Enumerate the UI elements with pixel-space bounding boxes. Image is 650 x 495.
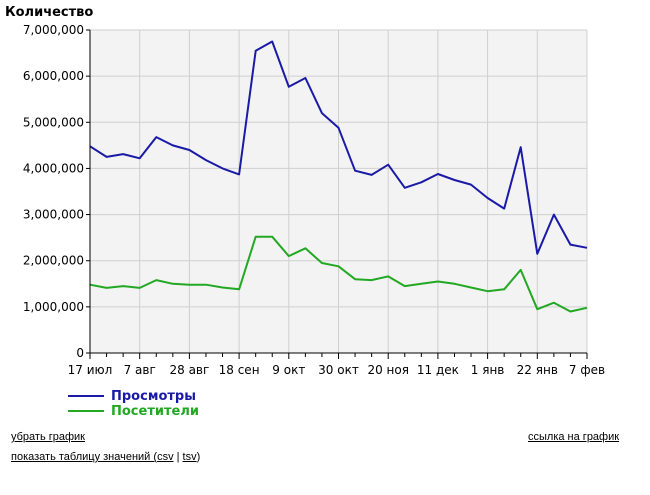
y-tick-label: 0: [76, 346, 84, 360]
y-tick-label: 7,000,000: [23, 23, 84, 37]
legend-label-2: Посетители: [111, 404, 199, 419]
x-tick-label: 1 янв: [471, 363, 505, 377]
show-table-link[interactable]: показать таблицу значений (: [11, 451, 158, 463]
series-line-1: [89, 40, 588, 255]
y-tick-label: 1,000,000: [23, 300, 84, 314]
x-tick-label: 9 окт: [272, 363, 305, 377]
x-tick-label: 7 авг: [124, 363, 156, 377]
y-tick-label: 5,000,000: [23, 115, 84, 129]
csv-link[interactable]: csv: [157, 451, 174, 463]
link-separator: |: [173, 451, 183, 463]
remove-chart-link[interactable]: убрать график: [11, 431, 85, 443]
x-tick-label: 22 янв: [517, 363, 558, 377]
x-tick-label: 20 ноя: [367, 363, 409, 377]
x-tick-label: 7 фев: [569, 363, 605, 377]
y-tick-label: 2,000,000: [23, 254, 84, 268]
y-tick-label: 4,000,000: [23, 161, 84, 175]
show-table-line: показать таблицу значений (csv | tsv): [11, 451, 200, 463]
series-lines: [89, 40, 588, 313]
paren-close: ): [196, 451, 201, 463]
x-tick-label: 30 окт: [318, 363, 359, 377]
axes: 0 1,000,000 2,000,000 3,000,000 4,000,000 5,0…: [5, 5, 605, 377]
tsv-link[interactable]: tsv: [182, 451, 197, 463]
x-tick-label: 17 июл: [68, 363, 113, 377]
chart-container: 0 1,000,000 2,000,000 3,000,000 4,000,000 5,0…: [5, 5, 605, 419]
legend-label-1: Просмотры: [111, 389, 196, 404]
y-tick-label: 3,000,000: [23, 208, 84, 222]
series-line-2: [89, 235, 588, 313]
x-tick-label: 18 сен: [219, 363, 260, 377]
line-chart: 0 1,000,000 2,000,000 3,000,000 4,000,000 5,0…: [5, 5, 605, 419]
chart-title: Количество: [5, 5, 93, 20]
x-tick-label: 11 дек: [417, 363, 459, 377]
chart-link[interactable]: ссылка на график: [528, 431, 620, 443]
y-tick-label: 6,000,000: [23, 69, 84, 83]
x-tick-label: 28 авг: [169, 363, 209, 377]
